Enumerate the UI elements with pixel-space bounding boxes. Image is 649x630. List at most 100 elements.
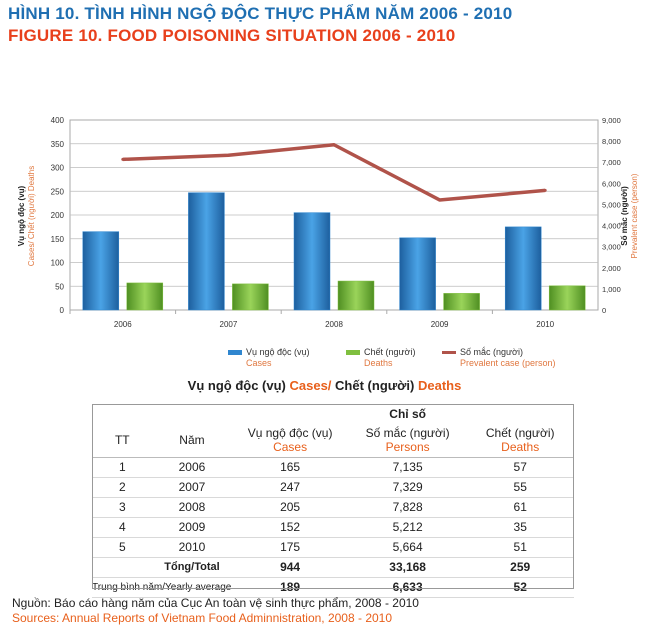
legend-item-deaths: Chết (người) Deaths [346,347,415,369]
header-persons-en: Persons [385,439,430,454]
header-cases-vn: Vụ ngộ độc (vụ) [247,425,333,440]
left-tick-label: 150 [51,235,65,244]
legend-deaths-vn: Chết (người) [364,347,416,357]
source-english: Sources: Annual Reports of Vietnam Food … [12,611,393,625]
right-tick-label: 3,000 [602,243,621,252]
source-note: Nguồn: Báo cáo hàng năm của Cục An toàn … [12,596,419,626]
cell-tt: 2 [92,477,153,498]
right-axis-label-vn: Số mắc (người) [620,186,629,246]
left-tick-label: 350 [51,140,65,149]
right-tick-label: 1,000 [602,285,621,294]
header-deaths-vn: Chết (người) [485,425,555,440]
figure-title-vietnamese: HÌNH 10. TÌNH HÌNH NGỘ ĐỘC THỰC PHẨM NĂM… [8,4,513,23]
table-caption: Vụ ngộ độc (vụ) Cases/ Chết (người) Deat… [0,378,649,393]
right-tick-label: 8,000 [602,137,621,146]
average-row: Trung bình năm/Yearly average 189 6,633 … [92,577,574,598]
cell-persons: 7,329 [348,477,467,498]
right-tick-label: 6,000 [602,179,621,188]
cases-swatch-icon [228,350,242,356]
deaths-bar [443,293,480,311]
total-cases: 944 [231,557,349,578]
caption-cases-en: Cases/ [289,378,332,393]
prevalent-case-point [121,157,125,161]
table-row: 4 2009 152 5,212 35 [92,517,574,538]
left-tick-label: 300 [51,164,65,173]
average-persons: 6,633 [348,577,467,598]
left-tick-label: 0 [60,306,65,315]
total-persons: 33,168 [348,557,467,578]
deaths-bar [232,283,269,311]
total-deaths: 259 [466,557,574,578]
prevalent-case-point [543,188,547,192]
header-tt: TT [92,423,153,458]
cell-cases: 152 [231,517,349,538]
cell-deaths: 57 [466,457,574,478]
cell-year: 2008 [152,497,232,518]
prevalent-case-point [332,143,336,147]
header-persons-vn: Số mắc (người) [365,425,450,440]
x-tick-label: 2010 [536,320,554,329]
cell-tt: 4 [92,517,153,538]
table-row: 1 2006 165 7,135 57 [92,457,574,478]
left-tick-label: 200 [51,211,65,220]
right-tick-label: 2,000 [602,264,621,273]
cell-deaths: 51 [466,537,574,558]
left-axis-label-vn: Vụ ngộ độc (vụ) [17,185,26,246]
table-group-header: Chỉ số [389,406,426,421]
left-tick-label: 250 [51,187,65,196]
total-label: Tổng/Total [152,557,232,578]
legend-cases-vn: Vụ ngộ độc (vụ) [246,347,310,357]
source-vietnamese: Nguồn: Báo cáo hàng năm của Cục An toàn … [12,596,419,610]
cell-cases: 205 [231,497,349,518]
table-row: 2 2007 247 7,329 55 [92,477,574,498]
cases-bar [399,237,436,311]
cases-bar [82,231,120,311]
cell-tt: 5 [92,537,153,558]
prevalent-case-point [438,198,442,202]
caption-cases-vn: Vụ ngộ độc (vụ) [187,378,286,393]
food-poisoning-chart: 0 50 100 150 200 250 300 350 400 0 1,000 2,000 3,000… [17,116,639,329]
legend-prevalent-vn: Số mắc (người) [460,347,523,357]
cell-persons: 5,664 [348,537,467,558]
average-cases: 189 [231,577,349,598]
cell-deaths: 55 [466,477,574,498]
cell-persons: 7,135 [348,457,467,478]
cell-deaths: 35 [466,517,574,538]
average-label: Trung bình năm/Yearly average [92,577,232,598]
total-row: Tổng/Total 944 33,168 259 [92,557,574,578]
cell-deaths: 61 [466,497,574,518]
cases-bar [188,192,225,311]
average-deaths: 52 [466,577,574,598]
right-axis-label-en: Prevalent case (person) [630,173,639,258]
deaths-bar [548,285,586,311]
right-tick-label: 0 [602,306,606,315]
prevalent-line-icon [442,351,456,355]
cases-bar [504,226,542,311]
table-row: 5 2010 175 5,664 51 [92,537,574,558]
cell-year: 2006 [152,457,232,478]
x-tick-label: 2007 [220,320,238,329]
caption-deaths-en: Deaths [417,378,462,393]
header-deaths: Chết (người) Deaths [466,423,574,458]
header-year: Năm [152,423,232,458]
cell-tt: 3 [92,497,153,518]
cell-persons: 7,828 [348,497,467,518]
deaths-bar [126,282,164,311]
x-tick-label: 2006 [114,320,132,329]
prevalent-case-point [226,153,230,157]
header-deaths-en: Deaths [501,439,540,454]
legend-cases-en: Cases [246,358,272,368]
figure-title-english: FIGURE 10. FOOD POISONING SITUATION 2006… [8,26,456,45]
deaths-bar [337,280,375,311]
header-persons: Số mắc (người) Persons [348,423,467,458]
table-row: 3 2008 205 7,828 61 [92,497,574,518]
cell-persons: 5,212 [348,517,467,538]
header-cases: Vụ ngộ độc (vụ) Cases [231,423,349,458]
cases-bar [293,212,331,311]
legend-item-cases: Vụ ngộ độc (vụ) Cases [228,347,310,369]
cell-year: 2009 [152,517,232,538]
deaths-swatch-icon [346,350,360,356]
cell-cases: 175 [231,537,349,558]
header-cases-en: Cases [273,439,308,454]
x-tick-label: 2008 [325,320,343,329]
